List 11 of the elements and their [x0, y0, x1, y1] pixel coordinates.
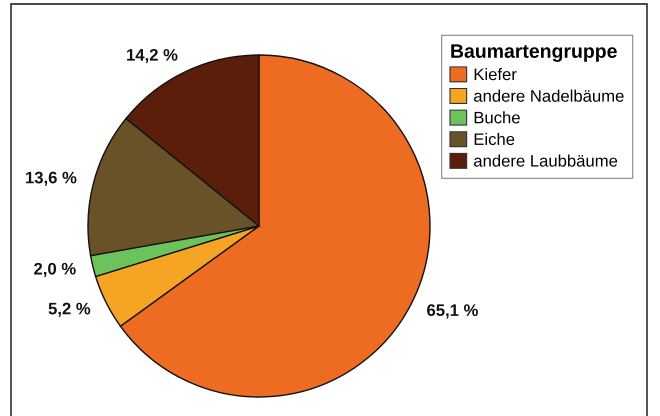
legend-label: Buche	[474, 111, 520, 124]
legend-label: Eiche	[474, 132, 514, 146]
data-label: 5,2 %	[48, 302, 90, 317]
legend-label: andere Laubbäume	[474, 154, 618, 167]
data-label: 14,2 %	[127, 48, 178, 64]
data-label: 65,1 %	[427, 304, 478, 318]
data-label: 2,0 %	[34, 262, 76, 278]
legend-label: andere Nadelbäume	[474, 90, 624, 102]
legend-title: Baumartengruppe	[451, 44, 617, 62]
data-label: 13,6 %	[26, 172, 76, 186]
legend-label: Kiefer	[474, 68, 517, 80]
